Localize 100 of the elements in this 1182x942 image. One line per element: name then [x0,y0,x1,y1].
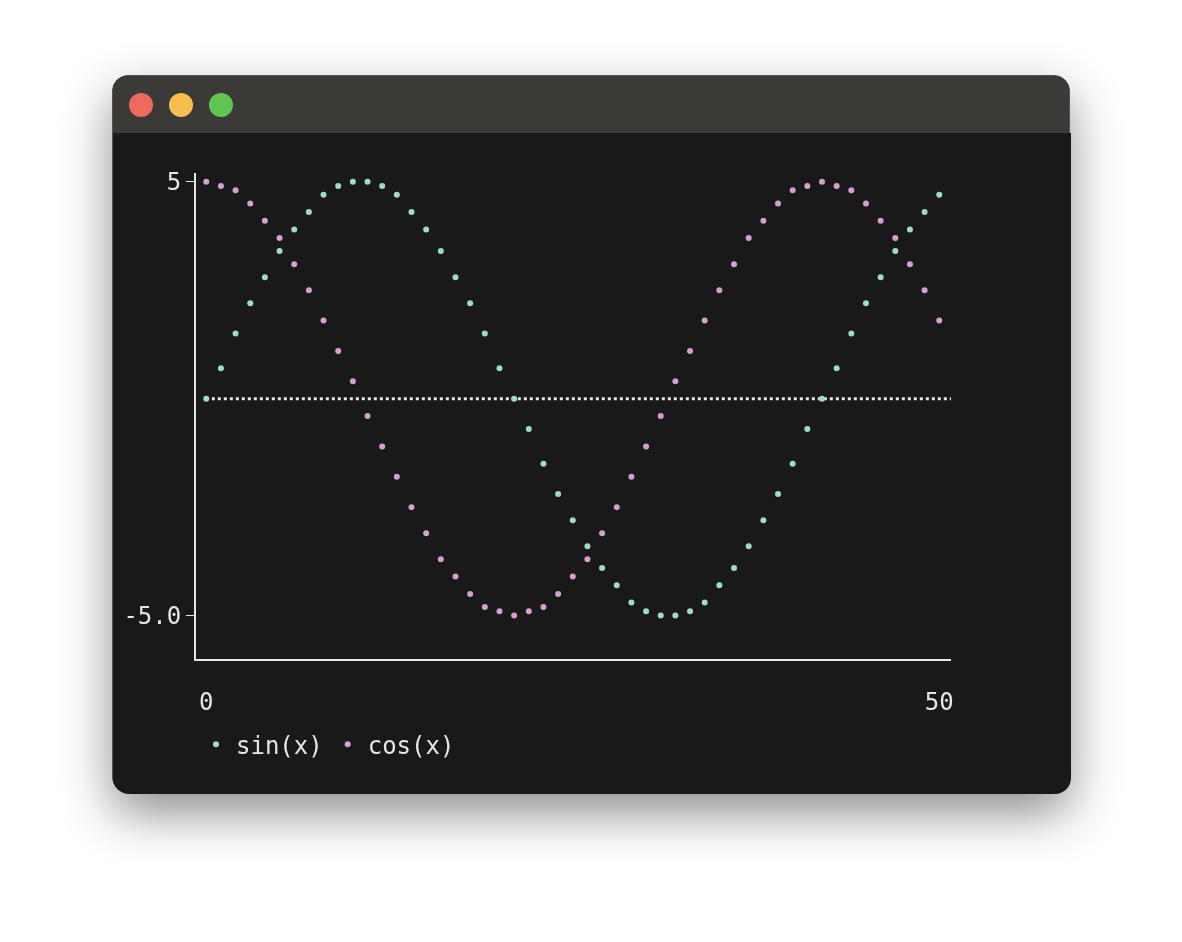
point [232,187,239,194]
point [555,491,562,498]
point [393,191,400,198]
point [599,564,606,571]
point [672,378,679,385]
point [760,217,767,224]
point [848,187,855,194]
point [408,504,415,511]
point [305,287,312,294]
point [540,603,547,610]
y-tick-label: -5.0 [123,602,182,631]
point [892,248,899,255]
point [276,248,283,255]
point [877,217,884,224]
point [789,460,796,467]
point [379,443,386,450]
point [320,191,327,198]
point [276,235,283,242]
point [247,200,254,207]
point [643,608,650,615]
point [569,573,576,580]
point [628,473,635,480]
point [599,530,606,537]
point [261,274,268,281]
point [775,200,782,207]
point [716,582,723,589]
point [540,460,547,467]
point [613,504,620,511]
point [745,235,752,242]
point [716,287,723,294]
point [613,582,620,589]
point [496,608,503,615]
point [760,517,767,524]
point [452,274,459,281]
point [335,347,342,354]
point [731,261,738,268]
point [217,365,224,372]
y-tick-label: 5 [166,168,182,197]
point [906,226,913,233]
point [247,300,254,307]
point [481,603,488,610]
point [555,590,562,597]
point [643,443,650,450]
point [892,235,899,242]
point [584,556,591,563]
legend-label: sin(x) [236,731,323,760]
point [672,612,679,619]
point [936,191,943,198]
point [701,317,708,324]
point [203,178,210,185]
point [423,226,430,233]
legend-label: cos(x) [367,731,455,760]
point [804,183,811,190]
point [452,573,459,580]
point [877,274,884,281]
point [687,347,694,354]
point [291,226,298,233]
point [657,413,664,419]
point [217,183,224,190]
point [320,317,327,324]
point [496,365,503,372]
point [408,209,415,216]
point [862,300,869,307]
point [818,178,825,185]
point [437,556,444,563]
point [921,209,928,216]
point [701,599,708,606]
point [833,365,840,372]
point [745,543,752,550]
point [349,178,356,185]
point [525,426,532,433]
point [848,330,855,337]
point [731,564,738,571]
point [833,183,840,190]
x-tick-label: 0 [199,687,214,716]
point [862,200,869,207]
point [775,491,782,498]
point [481,330,488,337]
point [379,183,386,190]
point [511,612,518,619]
point [657,612,664,619]
point [364,178,371,185]
point [467,590,474,597]
point [569,517,576,524]
point [789,187,796,194]
x-tick-label: 50 [924,687,954,716]
point [393,473,400,480]
point [291,261,298,268]
point [525,608,532,615]
point [936,317,943,324]
point [203,395,210,402]
point [906,261,913,268]
point [818,395,825,402]
point [364,413,371,419]
point [628,599,635,606]
point [467,300,474,307]
point [349,378,356,385]
point [261,217,268,224]
point [921,287,928,294]
point [437,248,444,255]
